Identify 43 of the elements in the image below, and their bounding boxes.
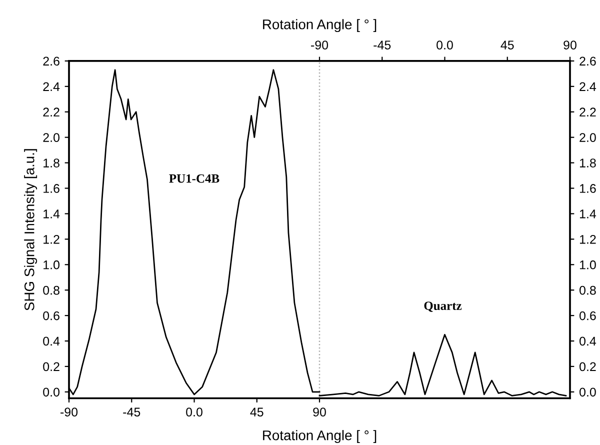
y2-tick-label: 2.4 (580, 82, 596, 91)
x-tick-label: 45 (250, 408, 264, 416)
y-tick-label: 0.2 (43, 362, 60, 372)
y-tick-label: 2.6 (43, 56, 60, 66)
y2-tick-label: 0.8 (580, 286, 596, 295)
y2-tick-label: 1.0 (580, 260, 596, 270)
y2-tick-label: 0.0 (580, 388, 596, 397)
x2-tick-label: 0.0 (436, 40, 453, 50)
y2-tick-label: 0.4 (580, 336, 596, 346)
y2-tick-label: 2.0 (580, 133, 596, 142)
y2-tick-label: 0.2 (580, 362, 596, 372)
y2-tick-label: 1.8 (580, 158, 596, 168)
y-tick-label: 0.8 (43, 286, 60, 295)
x2-tick-label: -90 (311, 40, 328, 50)
series-label: PU1-C4B (169, 174, 220, 183)
x-axis-title: Rotation Angle [ ° ] (263, 430, 376, 444)
y-tick-label: 2.0 (43, 133, 60, 142)
x2-tick-label: 90 (564, 40, 576, 50)
y2-tick-label: 1.6 (580, 184, 596, 193)
y-tick-label: 1.4 (44, 210, 60, 218)
x2-tick-label: -45 (374, 40, 391, 50)
y2-tick-label: 1.2 (580, 234, 596, 244)
y2-tick-label: 0.6 (580, 311, 596, 320)
y-tick-label: 1.8 (44, 158, 60, 168)
x-tick-label: 0.0 (186, 408, 202, 416)
x-tick-label: -90 (60, 408, 78, 416)
y2-tick-label: 2.6 (580, 56, 596, 66)
y2-tick-label: 2.2 (580, 108, 596, 116)
x-tick-label: -45 (123, 408, 140, 416)
y-tick-label: 1.2 (44, 234, 60, 244)
y-tick-label: 1.6 (44, 184, 60, 193)
x2-tick-label: 45 (500, 40, 514, 50)
y-axis-title: SHG Signal Intensity [a.u.] (24, 149, 38, 310)
y-tick-label: 2.2 (43, 108, 60, 116)
y-tick-label: 0.6 (43, 311, 60, 320)
y2-tick-label: 1.4 (580, 210, 596, 218)
y-tick-label: 2.4 (43, 82, 60, 91)
x2-axis-title: Rotation Angle [ ° ] (263, 19, 376, 32)
x-tick-label: 90 (313, 408, 326, 416)
y-tick-label: 1.0 (44, 260, 60, 270)
y-tick-label: 0.4 (43, 336, 60, 346)
y-tick-label: 0.0 (43, 388, 60, 397)
text: Quartz (424, 302, 462, 312)
